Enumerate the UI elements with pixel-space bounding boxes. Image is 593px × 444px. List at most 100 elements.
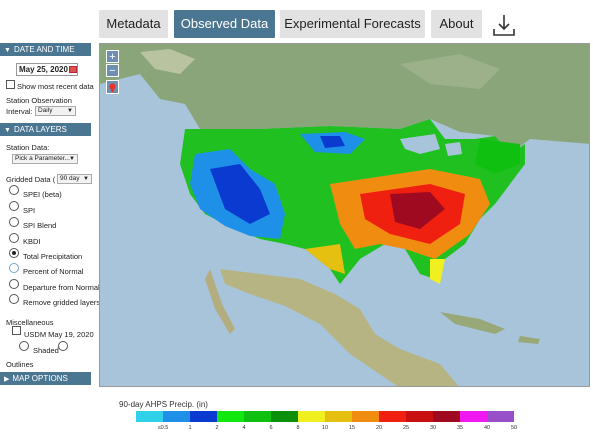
- radio-outlines[interactable]: [58, 341, 68, 351]
- radio-spei[interactable]: [9, 185, 19, 195]
- gridded-window-value: 90 day: [60, 175, 80, 182]
- caribbean-land: [518, 336, 540, 344]
- chevron-down-icon: ▼: [83, 176, 89, 182]
- usdm-label: USDM May 19, 2020: [24, 330, 94, 339]
- chevron-down-icon: ▼: [67, 108, 73, 114]
- legend-tick-label: 20: [375, 425, 383, 431]
- interval-select[interactable]: Daily ▼: [35, 106, 76, 116]
- mexico-land: [220, 269, 459, 386]
- date-input[interactable]: May 25, 2020: [16, 63, 78, 76]
- legend-tick-label: 35: [456, 425, 464, 431]
- canada-terrain: [400, 54, 500, 89]
- station-data-label: Station Data:: [6, 143, 50, 152]
- radio-spi-blend[interactable]: [9, 217, 19, 227]
- date-time-header[interactable]: ▼ DATE AND TIME: [0, 43, 91, 56]
- gridded-window-select[interactable]: 90 day ▼: [57, 174, 92, 184]
- option-percent-of-normal-label: Percent of Normal: [23, 267, 84, 276]
- gridded-data-label: Gridded Data (: [6, 175, 56, 184]
- location-pin-button[interactable]: [106, 80, 119, 94]
- option-kbdi-label: KBDI: [23, 237, 41, 246]
- legend-swatch: [271, 411, 298, 422]
- radio-spi[interactable]: [9, 201, 19, 211]
- us-precip-texas: [305, 244, 345, 274]
- us-precip-west-dark: [210, 164, 270, 224]
- nav-observed-data[interactable]: Observed Data: [174, 10, 275, 38]
- legend-tick-label: 30: [429, 425, 437, 431]
- radio-shaded[interactable]: [19, 341, 29, 351]
- legend-tick-label: 8: [296, 425, 300, 431]
- map-canvas[interactable]: [99, 43, 590, 387]
- canada-terrain: [140, 49, 195, 74]
- radio-total-precipitation[interactable]: [9, 248, 19, 258]
- cuba-land: [440, 312, 505, 334]
- great-lakes: [400, 134, 440, 154]
- legend-tick-label: 15: [348, 425, 356, 431]
- calendar-icon[interactable]: [69, 66, 77, 73]
- zoom-out-button[interactable]: −: [106, 64, 119, 77]
- legend-tick-label: ≤0.5: [157, 425, 169, 431]
- legend-swatch: [433, 411, 460, 422]
- show-recent-checkbox[interactable]: [6, 80, 15, 89]
- radio-remove-gridded[interactable]: [9, 294, 19, 304]
- nav-metadata[interactable]: Metadata: [99, 10, 168, 38]
- legend-swatch: [136, 411, 163, 422]
- option-total-precipitation-label: Total Precipitation: [23, 252, 83, 261]
- legend-swatch: [352, 411, 379, 422]
- radio-kbdi[interactable]: [9, 233, 19, 243]
- miscellaneous-label: Miscellaneous: [6, 318, 54, 327]
- legend-tick-label: 1: [188, 425, 192, 431]
- map-options-header-label: MAP OPTIONS: [12, 374, 68, 383]
- option-spi-blend-label: SPI Blend: [23, 221, 57, 230]
- us-precip-north-dark: [320, 136, 345, 148]
- option-departure-label: Departure from Normal: [23, 283, 100, 292]
- sidebar: ▼ DATE AND TIME May 25, 2020 Show most re…: [0, 43, 100, 388]
- legend-swatch: [460, 411, 487, 422]
- option-remove-gridded-label: Remove gridded layers: [23, 298, 101, 307]
- legend-tick-label: 25: [402, 425, 410, 431]
- data-layers-header-label: DATA LAYERS: [13, 125, 67, 134]
- legend-swatch: [217, 411, 244, 422]
- map-options-header[interactable]: ▶ MAP OPTIONS: [0, 372, 91, 385]
- date-value: May 25, 2020: [19, 65, 68, 74]
- zoom-in-button[interactable]: +: [106, 50, 119, 63]
- nav-experimental-forecasts[interactable]: Experimental Forecasts: [280, 10, 425, 38]
- interval-value: Daily: [38, 107, 53, 114]
- option-spei-label: SPEI (beta): [23, 190, 62, 199]
- collapse-triangle-icon: ▼: [4, 127, 11, 134]
- great-lakes: [445, 142, 462, 156]
- legend-tick-label: 4: [242, 425, 246, 431]
- date-time-header-label: DATE AND TIME: [13, 45, 75, 54]
- legend-swatch: [406, 411, 433, 422]
- usdm-checkbox[interactable]: [12, 326, 21, 335]
- interval-label: Interval:: [6, 107, 33, 116]
- collapse-triangle-icon: ▼: [4, 47, 11, 54]
- legend-swatch: [325, 411, 352, 422]
- chevron-down-icon: ▼: [69, 156, 75, 162]
- legend-swatch: [379, 411, 406, 422]
- show-recent-label: Show most recent data: [17, 82, 94, 91]
- legend-swatch: [190, 411, 217, 422]
- expand-triangle-icon: ▶: [4, 376, 10, 383]
- us-precip-southeast-darkred: [390, 192, 445, 229]
- nav-about[interactable]: About: [431, 10, 482, 38]
- option-spi-label: SPI: [23, 206, 36, 215]
- data-layers-header[interactable]: ▼ DATA LAYERS: [0, 123, 91, 136]
- download-icon[interactable]: [491, 12, 517, 38]
- station-data-select[interactable]: Pick a Parameter... ▼: [12, 154, 78, 164]
- legend-tick-label: 40: [483, 425, 491, 431]
- baja-land: [205, 269, 235, 334]
- us-precip-northeast: [475, 139, 520, 174]
- outlines-label: Outlines: [6, 360, 34, 369]
- station-observation-label: Station Observation: [6, 96, 72, 105]
- legend-tick-label: 6: [269, 425, 273, 431]
- location-pin-icon: [109, 83, 116, 93]
- radio-percent-of-normal[interactable]: [9, 263, 19, 273]
- us-precip-florida: [430, 259, 445, 284]
- station-data-value: Pick a Parameter...: [15, 155, 70, 162]
- legend-swatch: [487, 411, 514, 422]
- legend-tick-label: 2: [215, 425, 219, 431]
- legend-title: 90-day AHPS Precip. (in): [119, 400, 208, 409]
- radio-departure-from-normal[interactable]: [9, 279, 19, 289]
- legend-swatch: [298, 411, 325, 422]
- map-svg: [100, 44, 589, 386]
